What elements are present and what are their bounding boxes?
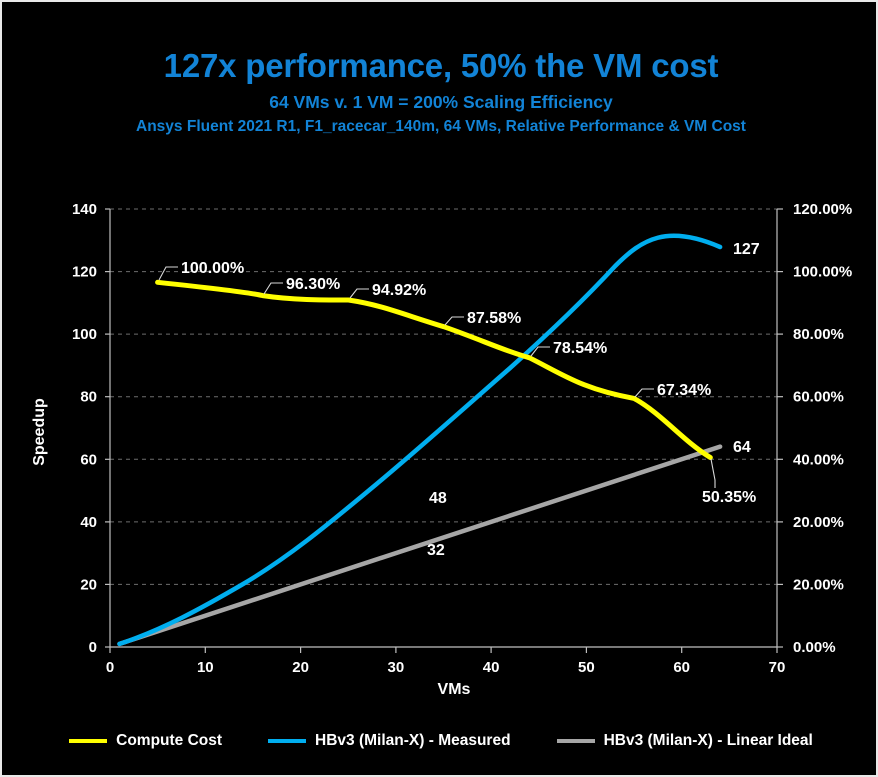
x-tick-50: 50 [578,659,595,676]
left-tick-20: 20 [80,576,97,593]
legend-label-linear-ideal: HBv3 (Milan-X) - Linear Ideal [603,732,813,749]
legend-item-compute-cost[interactable]: Compute Cost [69,732,222,750]
x-axis-title: VMs [438,681,471,698]
title-block: 127x performance, 50% the VM cost 64 VMs… [2,46,876,139]
bottom-axis-tick-labels: 0 10 20 30 40 50 60 70 [106,659,786,676]
right-tick-20: 20.00% [793,514,844,531]
x-tick-20: 20 [292,659,309,676]
label-measured-127: 127 [733,241,760,258]
label-linear-ideal-64: 64 [733,439,751,456]
right-axis-ticks [777,208,783,648]
legend-swatch-linear-ideal [556,739,595,743]
left-axis-ticks [105,208,110,648]
x-tick-40: 40 [483,659,500,676]
right-tick-120: 120.00% [793,201,852,218]
chart-annotation: Ansys Fluent 2021 R1, F1_racecar_140m, 6… [136,118,746,135]
series-linear-ideal [117,444,723,647]
x-tick-10: 10 [197,659,214,676]
label-compute-cost-7: 50.35% [702,489,756,506]
y-axis-title: Speedup [31,398,48,466]
right-tick-40: 40.00% [793,451,844,468]
right-tick-80: 80.00% [793,326,844,343]
legend-item-linear-ideal[interactable]: HBv3 (Milan-X) - Linear Ideal [556,732,813,750]
label-compute-cost-5: 78.54% [553,340,607,357]
label-compute-cost-1: 100.00% [181,260,244,277]
left-tick-120: 120 [72,264,97,281]
x-tick-30: 30 [388,659,405,676]
series-compute-cost [155,279,713,460]
left-tick-140: 140 [72,201,97,218]
legend-item-measured[interactable]: HBv3 (Milan-X) - Measured [268,732,511,750]
label-compute-cost-3: 94.92% [372,282,426,299]
right-tick-20b: 20.00% [793,576,844,593]
right-tick-100: 100.00% [793,264,852,281]
legend-label-compute-cost: Compute Cost [116,732,223,749]
label-compute-cost-2: 96.30% [286,276,340,293]
x-tick-60: 60 [673,659,690,676]
right-tick-0: 0.00% [793,639,836,656]
leader-lines [158,266,716,488]
label-measured-48: 48 [429,490,447,507]
legend-swatch-measured [268,739,307,743]
left-tick-100: 100 [72,326,97,343]
legend-swatch-compute-cost [69,739,108,743]
left-tick-40: 40 [80,514,97,531]
legend-label-measured: HBv3 (Milan-X) - Measured [315,732,511,749]
bottom-axis-ticks [109,647,778,653]
label-compute-cost-6: 67.34% [657,382,711,399]
data-labels: 100.00% 96.30% 94.92% 87.58% 78.54% 67.3… [181,241,760,559]
left-axis-tick-labels: 140 120 100 80 60 40 20 0 [72,201,97,656]
x-tick-70: 70 [769,659,786,676]
page-title: 127x performance, 50% the VM cost [163,47,719,84]
left-tick-80: 80 [80,389,97,406]
chart-subtitle: 64 VMs v. 1 VM = 200% Scaling Efficiency [269,92,613,112]
gridlines [110,208,777,585]
right-axis-tick-labels: 120.00% 100.00% 80.00% 60.00% 40.00% 20.… [793,201,852,656]
chart-legend: Compute Cost HBv3 (Milan-X) - Measured H… [2,732,876,750]
x-tick-0: 0 [106,659,114,676]
series-measured [117,233,723,647]
label-linear-ideal-32: 32 [427,542,445,559]
left-tick-0: 0 [89,639,97,656]
label-compute-cost-4: 87.58% [467,310,521,327]
left-tick-60: 60 [80,451,97,468]
right-tick-60: 60.00% [793,389,844,406]
